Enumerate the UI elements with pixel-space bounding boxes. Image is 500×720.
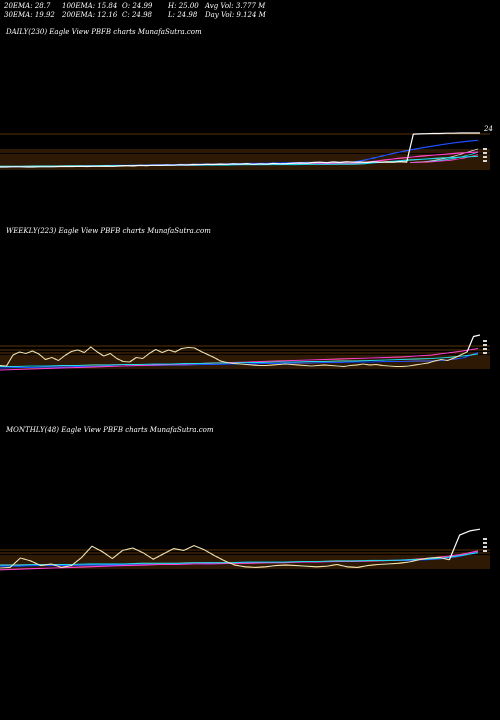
daily-right-marker [483, 156, 487, 158]
header-open: O: 24.99 [122, 2, 153, 10]
weekly-right-marker [483, 348, 487, 350]
monthly-right-marker [483, 546, 487, 548]
daily-right-marker [483, 160, 487, 162]
header-avg-vol: Avg Vol: 3.777 M [205, 2, 266, 10]
monthly-price-line [0, 545, 450, 569]
weekly-panel-title: WEEKLY(223) Eagle View PBFB charts Munaf… [6, 227, 211, 235]
weekly-right-marker [483, 344, 487, 346]
header-low: L: 24.98 [168, 11, 198, 19]
weekly-price-spike-line [466, 334, 481, 353]
weekly-ema-cyan-line [0, 353, 479, 368]
daily-price-line [0, 132, 480, 168]
daily-right-marker [483, 152, 487, 154]
monthly-right-marker [483, 550, 487, 552]
weekly-price-line [0, 346, 468, 368]
monthly-price-spike-line [448, 528, 481, 561]
header-20ema: 20EMA: 28.7 [4, 2, 51, 10]
monthly-panel-title: MONTHLY(48) Eagle View PBFB charts Munaf… [6, 426, 214, 434]
weekly-right-marker [483, 352, 487, 354]
daily-panel-title: DAILY(230) Eagle View PBFB charts Munafa… [6, 28, 202, 36]
weekly-right-marker [483, 340, 487, 342]
header-close: C: 24.98 [122, 11, 152, 19]
monthly-right-marker [483, 538, 487, 540]
monthly-right-marker [483, 542, 487, 544]
header-high: H: 25.00 [168, 2, 199, 10]
daily-right-marker [483, 148, 487, 150]
header-day-vol: Day Vol: 9.124 M [205, 11, 266, 19]
monthly-ema-cyan-line [0, 552, 479, 566]
header-100ema: 100EMA: 15.84 [62, 2, 118, 10]
header-30ema: 30EMA: 19.92 [4, 11, 55, 19]
header-200ema: 200EMA: 12.16 [62, 11, 118, 19]
daily-price-label: 24 [483, 125, 493, 133]
